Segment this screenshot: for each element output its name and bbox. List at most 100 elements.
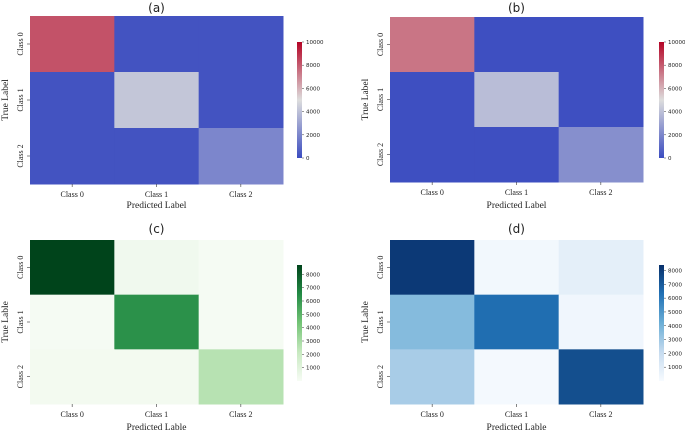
y-tick-label: Class 0 xyxy=(16,32,25,55)
colorbar-tick-label: 7000 xyxy=(668,282,682,288)
colorbar-tick-label: 4000 xyxy=(668,324,682,330)
heatmap-cell xyxy=(390,294,475,350)
heatmap-cell xyxy=(474,72,560,128)
colorbar-tick-label: 8000 xyxy=(306,272,320,278)
colorbar-tick-label: 3000 xyxy=(668,338,682,344)
heatmap-cell xyxy=(198,16,284,73)
heatmap-panel-a: (a) Class 0 Class 1 Class 2 Class 0 Class 1 Cl… xyxy=(1,1,324,211)
colorbar-tick-label: 4000 xyxy=(668,110,682,116)
x-tick-label: Class 0 xyxy=(420,188,443,197)
y-tick-label: Class 0 xyxy=(376,256,385,279)
heatmap-cell xyxy=(390,127,475,183)
x-tick-label: Class 1 xyxy=(505,188,528,197)
x-tick-label: Class 2 xyxy=(229,190,252,199)
heatmap-cell xyxy=(558,240,644,296)
x-tick-label: Class 1 xyxy=(505,410,528,419)
heatmap-cell xyxy=(558,349,644,405)
heatmap-cell xyxy=(114,72,200,129)
heatmap-cell xyxy=(114,349,200,405)
colorbar-tick-label: 6000 xyxy=(668,296,682,302)
y-axis-label: True Label xyxy=(1,79,11,121)
x-tick-label: Class 2 xyxy=(589,410,612,419)
x-tick-label: Class 0 xyxy=(60,190,83,199)
heatmap-cell xyxy=(474,349,560,405)
colorbar-tick-label: 10000 xyxy=(668,40,685,46)
x-axis-label: Predicted Lable xyxy=(127,423,187,433)
colorbar-tick-label: 4000 xyxy=(306,110,320,116)
x-tick-label: Class 1 xyxy=(145,410,168,419)
colorbar-tick-label: 0 xyxy=(668,156,672,162)
heatmap-cell xyxy=(474,294,560,350)
y-tick-label: Class 2 xyxy=(16,144,25,167)
x-tick-label: Class 2 xyxy=(589,188,612,197)
heatmap-panel-d: (d) Class 0 Class 1 Class 2 Class 0 Class 1 Cl… xyxy=(361,222,682,433)
heatmap-cell xyxy=(198,240,284,296)
heatmap-cell xyxy=(30,294,115,350)
x-axis-label: Predicted Label xyxy=(487,201,547,211)
panel-title: (a) xyxy=(148,1,165,15)
heatmap-cell xyxy=(474,240,560,296)
colorbar-tick-label: 0 xyxy=(306,156,310,162)
colorbar-tick-label: 8000 xyxy=(306,63,320,69)
heatmap-cell xyxy=(30,16,115,73)
heatmap-cell xyxy=(114,240,200,296)
y-tick-label: Class 2 xyxy=(16,365,25,388)
heatmap-panel-c: (c) Class 0 Class 1 Class 2 Class 0 Class 1 Cl… xyxy=(1,222,320,433)
colorbar-tick-label: 2000 xyxy=(306,352,320,358)
colorbar-tick-label: 6000 xyxy=(306,299,320,305)
heatmap-cell xyxy=(474,127,560,183)
colorbar xyxy=(297,42,302,158)
heatmap-cell xyxy=(390,349,475,405)
colorbar-tick-label: 7000 xyxy=(306,286,320,292)
colorbar-tick-label: 2000 xyxy=(306,133,320,139)
heatmap-cell xyxy=(30,240,115,296)
heatmap-cell xyxy=(114,294,200,350)
heatmap-cell xyxy=(558,127,644,183)
panel-title: (b) xyxy=(508,1,525,15)
y-tick-label: Class 2 xyxy=(376,143,385,166)
colorbar-tick-label: 10000 xyxy=(306,40,324,46)
y-tick-label: Class 1 xyxy=(376,310,385,333)
panel-title: (c) xyxy=(149,222,165,236)
y-axis-label: True Lable xyxy=(1,301,11,343)
y-axis-label: True Lable xyxy=(361,301,371,343)
x-axis-label: Predicted Label xyxy=(127,201,187,211)
colorbar-tick-label: 6000 xyxy=(668,86,682,92)
colorbar xyxy=(297,265,302,381)
heatmap-cell xyxy=(114,128,200,185)
colorbar-tick-label: 2000 xyxy=(668,133,682,139)
x-tick-label: Class 2 xyxy=(229,410,252,419)
heatmap-panel-b: (b) Class 0 Class 1 Class 2 Class 0 Class 1 Cl… xyxy=(361,1,685,211)
y-axis-label: True Label xyxy=(361,78,371,120)
x-tick-label: Class 0 xyxy=(60,410,83,419)
panel-title: (d) xyxy=(508,222,525,236)
y-tick-label: Class 1 xyxy=(16,310,25,333)
heatmap-cell xyxy=(558,72,644,128)
heatmap-cell xyxy=(198,349,284,405)
colorbar-tick-label: 1000 xyxy=(668,365,682,371)
colorbar-tick-label: 5000 xyxy=(306,312,320,318)
x-tick-label: Class 0 xyxy=(420,410,443,419)
heatmap-cell xyxy=(558,17,644,73)
heatmap-cell xyxy=(198,294,284,350)
heatmap-cell xyxy=(198,128,284,185)
y-tick-label: Class 0 xyxy=(16,256,25,279)
heatmap-cell xyxy=(390,240,475,296)
heatmap-cell xyxy=(30,72,115,129)
y-tick-label: Class 1 xyxy=(16,88,25,111)
heatmap-cell xyxy=(390,17,475,73)
heatmap-cell xyxy=(390,72,475,128)
heatmap-cell xyxy=(198,72,284,129)
colorbar-tick-label: 5000 xyxy=(668,310,682,316)
colorbar-tick-label: 1000 xyxy=(306,366,320,372)
y-tick-label: Class 2 xyxy=(376,365,385,388)
heatmap-cell xyxy=(30,128,115,185)
colorbar xyxy=(659,42,664,158)
heatmap-cell xyxy=(474,17,560,73)
colorbar-tick-label: 2000 xyxy=(668,351,682,357)
x-tick-label: Class 1 xyxy=(145,190,168,199)
colorbar-tick-label: 6000 xyxy=(306,86,320,92)
colorbar-tick-label: 3000 xyxy=(306,339,320,345)
colorbar xyxy=(659,265,664,381)
